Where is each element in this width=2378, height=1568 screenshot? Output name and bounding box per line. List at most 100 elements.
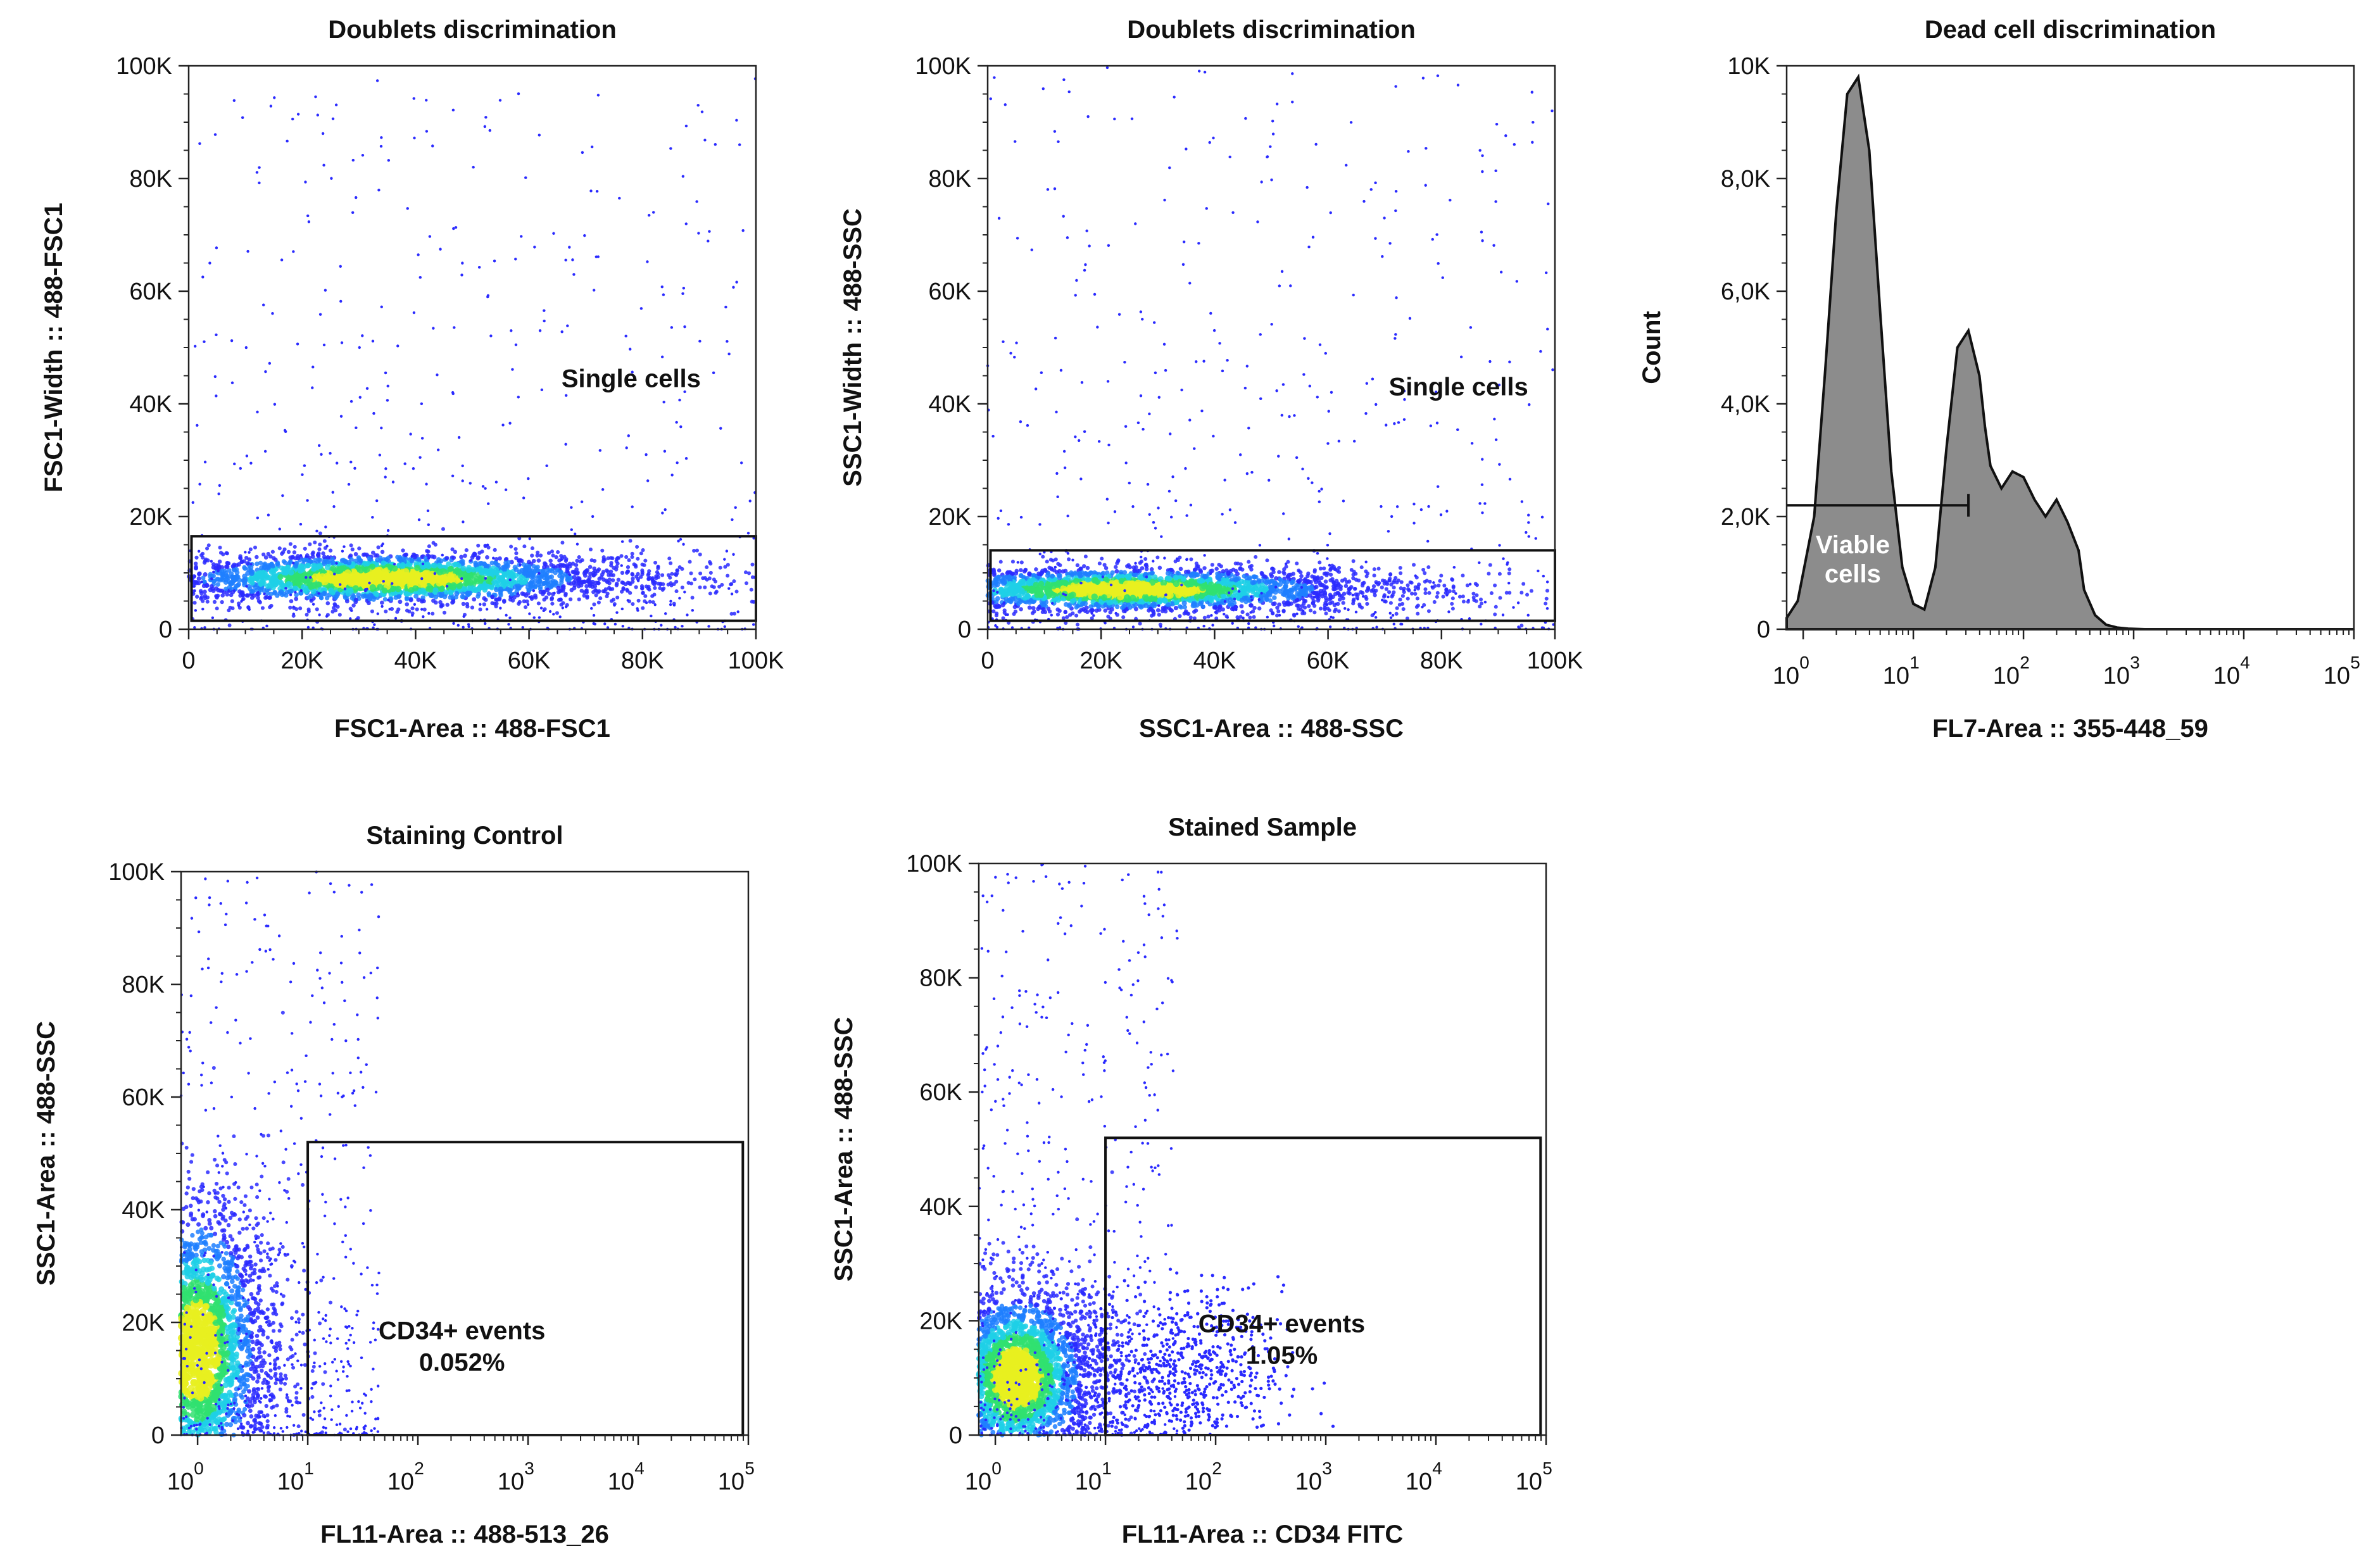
- data-point: [306, 214, 310, 218]
- data-point: [1265, 558, 1269, 563]
- data-point: [331, 117, 335, 120]
- data-point: [605, 591, 610, 596]
- data-point: [1507, 567, 1512, 572]
- data-point: [1235, 572, 1240, 577]
- data-point: [548, 610, 552, 613]
- data-point: [619, 554, 624, 558]
- data-point: [439, 248, 442, 251]
- data-point: [299, 589, 303, 593]
- data-point: [208, 261, 211, 265]
- data-point: [1103, 608, 1108, 613]
- data-point: [1245, 612, 1250, 617]
- data-point: [1143, 556, 1148, 561]
- data-point: [431, 144, 434, 147]
- data-point: [1415, 596, 1419, 601]
- data-point: [335, 561, 338, 565]
- data-point: [574, 532, 577, 536]
- data-point: [646, 260, 649, 263]
- data-point: [725, 549, 729, 553]
- data-point: [550, 597, 554, 601]
- data-point: [337, 613, 342, 617]
- data-point: [750, 562, 755, 567]
- data-point: [1312, 603, 1317, 608]
- data-point: [550, 579, 556, 584]
- data-point: [261, 552, 266, 557]
- data-point: [1073, 570, 1078, 575]
- data-point: [607, 586, 612, 591]
- data-point: [261, 562, 267, 568]
- data-point: [1034, 567, 1038, 572]
- data-point: [593, 587, 598, 593]
- data-point: [1433, 584, 1437, 588]
- data-point: [625, 446, 628, 449]
- data-point: [490, 594, 495, 599]
- data-point: [517, 396, 520, 399]
- data-point: [601, 488, 605, 491]
- data-point: [372, 411, 375, 415]
- data-point: [714, 142, 717, 146]
- data-point: [1308, 608, 1313, 613]
- data-point: [528, 537, 531, 541]
- data-point: [621, 625, 625, 628]
- data-point: [626, 589, 630, 593]
- data-point: [268, 569, 275, 575]
- data-point: [215, 333, 218, 337]
- data-point: [218, 588, 223, 593]
- data-point: [425, 99, 428, 102]
- data-point: [603, 622, 607, 625]
- data-point: [460, 577, 463, 580]
- data-point: [1050, 567, 1054, 572]
- data-point: [456, 582, 463, 589]
- data-point: [734, 589, 739, 594]
- data-point: [1286, 574, 1291, 579]
- data-point: [1252, 579, 1257, 585]
- data-point: [1341, 601, 1345, 605]
- data-point: [561, 606, 564, 610]
- data-point: [675, 568, 679, 573]
- data-point: [639, 551, 643, 556]
- data-point: [306, 607, 311, 612]
- data-point: [462, 586, 468, 593]
- data-point: [391, 480, 395, 484]
- data-point: [341, 549, 344, 553]
- data-point: [1281, 608, 1286, 613]
- data-point: [324, 289, 327, 292]
- data-point: [681, 292, 684, 296]
- data-point: [230, 606, 235, 611]
- data-point: [357, 567, 365, 574]
- data-point: [1380, 585, 1384, 590]
- data-point: [1181, 600, 1187, 606]
- data-point: [409, 432, 412, 436]
- data-point: [1359, 565, 1364, 570]
- data-point: [217, 569, 220, 573]
- data-point: [731, 518, 734, 522]
- data-point: [1228, 597, 1233, 603]
- data-point: [382, 597, 388, 602]
- data-point: [422, 615, 425, 618]
- data-point: [1285, 579, 1290, 585]
- data-point: [1017, 598, 1022, 603]
- data-point: [353, 598, 359, 603]
- data-point: [664, 508, 667, 511]
- data-point: [270, 549, 275, 554]
- data-point: [620, 580, 624, 585]
- data-point: [273, 557, 278, 562]
- data-point: [698, 585, 702, 589]
- data-point: [339, 299, 343, 303]
- data-point: [244, 551, 247, 554]
- data-point: [680, 586, 684, 590]
- data-point: [520, 591, 525, 596]
- data-point: [356, 592, 362, 598]
- data-point: [1398, 566, 1402, 570]
- data-point: [374, 574, 382, 582]
- data-point: [532, 589, 536, 593]
- data-point: [1226, 570, 1231, 575]
- data-point: [1269, 608, 1273, 613]
- data-point: [1332, 587, 1337, 592]
- data-point: [550, 601, 555, 606]
- data-point: [263, 555, 268, 560]
- data-point: [388, 608, 391, 611]
- data-point: [1083, 555, 1088, 559]
- data-point: [244, 346, 248, 349]
- data-point: [1423, 579, 1427, 584]
